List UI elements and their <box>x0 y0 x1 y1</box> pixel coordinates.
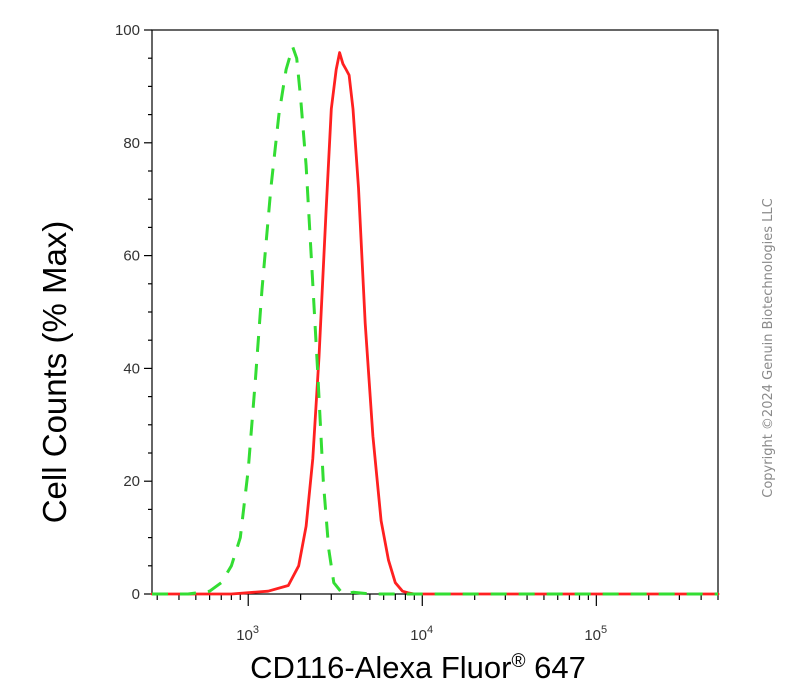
y-tick-label: 80 <box>123 135 140 152</box>
isotype-control-histogram-line <box>152 45 718 596</box>
copyright-watermark: Copyright ©2024 Genuin Biotechnologies L… <box>761 198 776 497</box>
x-axis-label: CD116-Alexa Fluor® 647 <box>250 650 586 685</box>
x-axis-label-suffix: 647 <box>525 650 585 685</box>
x-tick-label: 103 <box>236 624 259 644</box>
x-axis-label-main: CD116-Alexa Fluor <box>250 650 511 685</box>
x-tick-label: 104 <box>410 624 433 644</box>
x-tick-exponent: 4 <box>427 624 433 636</box>
y-axis-label: Cell Counts (% Max) <box>36 221 73 524</box>
plot-frame <box>151 29 719 595</box>
x-tick-exponent: 5 <box>601 624 607 636</box>
y-tick-label: 0 <box>132 586 140 603</box>
x-axis-label-registered-mark: ® <box>511 651 525 672</box>
x-axis: 103 104 105 <box>156 594 719 644</box>
series-layer <box>150 45 720 596</box>
cd116-stained-histogram-line <box>150 51 720 596</box>
y-tick-label: 20 <box>123 473 140 490</box>
y-tick-label: 60 <box>123 248 140 265</box>
x-tick-label: 105 <box>584 624 607 644</box>
y-tick-label: 100 <box>115 22 140 39</box>
y-axis: 0 20 40 60 80 100 <box>115 22 152 603</box>
x-tick-exponent: 3 <box>253 624 259 636</box>
y-tick-label: 40 <box>123 360 140 377</box>
